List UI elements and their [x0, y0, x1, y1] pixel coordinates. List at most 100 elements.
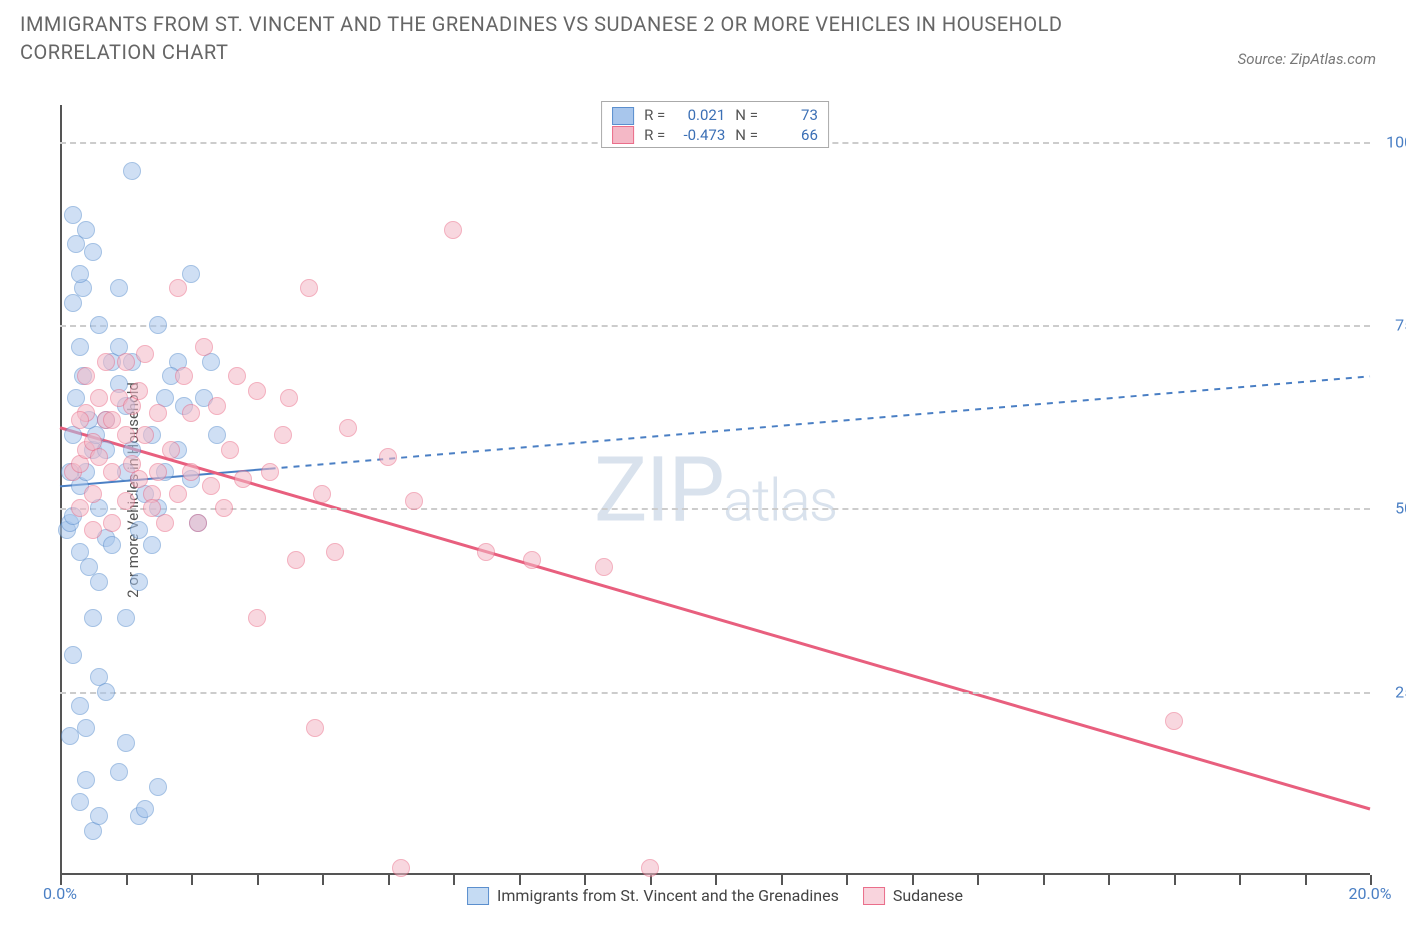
scatter-point — [221, 441, 239, 459]
scatter-point — [169, 485, 187, 503]
scatter-point — [84, 609, 102, 627]
stat-label: R = — [644, 126, 665, 146]
scatter-point — [77, 719, 95, 737]
watermark-big: ZIP — [594, 438, 723, 543]
scatter-point — [97, 353, 115, 371]
y-axis — [60, 105, 62, 875]
scatter-point — [117, 353, 135, 371]
scatter-point — [64, 294, 82, 312]
scatter-point — [280, 389, 298, 407]
x-tick — [1305, 875, 1307, 885]
scatter-point — [136, 426, 154, 444]
scatter-point — [64, 206, 82, 224]
legend-label: Sudanese — [893, 886, 963, 905]
y-tick-label: 25.0% — [1395, 682, 1406, 701]
x-tick — [257, 875, 259, 885]
stat-r-value: 0.021 — [675, 106, 725, 126]
scatter-point — [77, 367, 95, 385]
legend-swatch — [612, 126, 634, 144]
legend-swatch — [863, 887, 885, 905]
watermark-small: atlas — [723, 468, 836, 536]
scatter-point — [182, 265, 200, 283]
scatter-point — [143, 536, 161, 554]
scatter-point — [97, 683, 115, 701]
legend-stat-row: R = -0.473 N = 66 — [612, 126, 818, 146]
trend-lines-layer — [60, 105, 1370, 875]
x-tick — [519, 875, 521, 885]
scatter-point — [261, 463, 279, 481]
scatter-point — [248, 382, 266, 400]
scatter-point — [189, 514, 207, 532]
x-tick — [715, 875, 717, 885]
x-tick — [1043, 875, 1045, 885]
scatter-point — [84, 243, 102, 261]
scatter-point — [71, 265, 89, 283]
scatter-point — [149, 778, 167, 796]
source-attribution: Source: ZipAtlas.com — [1238, 50, 1376, 68]
scatter-point — [339, 419, 357, 437]
stat-n-value: 73 — [768, 106, 818, 126]
scatter-point — [71, 543, 89, 561]
x-tick — [1239, 875, 1241, 885]
scatter-point — [110, 763, 128, 781]
scatter-point — [90, 573, 108, 591]
scatter-point — [143, 499, 161, 517]
scatter-point — [103, 411, 121, 429]
scatter-point — [84, 485, 102, 503]
scatter-point — [110, 279, 128, 297]
scatter-point — [313, 485, 331, 503]
scatter-point — [117, 492, 135, 510]
stat-label: N = — [735, 126, 758, 146]
scatter-point — [61, 727, 79, 745]
scatter-point — [90, 448, 108, 466]
scatter-point — [136, 800, 154, 818]
legend-swatch — [612, 107, 634, 125]
scatter-point — [77, 771, 95, 789]
scatter-point — [306, 719, 324, 737]
y-tick-label: 100.0% — [1386, 132, 1406, 151]
scatter-point — [195, 338, 213, 356]
scatter-point — [641, 859, 659, 877]
x-tick — [191, 875, 193, 885]
stat-label: N = — [735, 106, 758, 126]
scatter-point — [64, 646, 82, 664]
scatter-point — [477, 543, 495, 561]
scatter-point — [182, 404, 200, 422]
scatter-point — [169, 279, 187, 297]
x-tick — [388, 875, 390, 885]
scatter-point — [117, 426, 135, 444]
y-tick-label: 75.0% — [1395, 316, 1406, 335]
scatter-point — [71, 499, 89, 517]
scatter-point — [595, 558, 613, 576]
grid-line — [60, 692, 1370, 694]
scatter-point — [234, 470, 252, 488]
scatter-point — [84, 521, 102, 539]
scatter-point — [117, 609, 135, 627]
scatter-point — [71, 793, 89, 811]
x-tick — [846, 875, 848, 885]
scatter-point — [103, 463, 121, 481]
y-tick-label: 50.0% — [1395, 499, 1406, 518]
stat-r-value: -0.473 — [675, 126, 725, 146]
stat-n-value: 66 — [768, 126, 818, 146]
x-tick-label-left: 0.0% — [43, 884, 77, 903]
x-tick — [781, 875, 783, 885]
scatter-point — [103, 536, 121, 554]
scatter-point — [182, 463, 200, 481]
stat-label: R = — [644, 106, 665, 126]
scatter-point — [208, 426, 226, 444]
scatter-point — [71, 697, 89, 715]
x-tick — [977, 875, 979, 885]
scatter-point — [392, 859, 410, 877]
scatter-point — [208, 397, 226, 415]
x-tick — [912, 875, 914, 885]
scatter-point — [274, 426, 292, 444]
scatter-point — [379, 448, 397, 466]
grid-line — [60, 325, 1370, 327]
legend-label: Immigrants from St. Vincent and the Gren… — [497, 886, 839, 905]
x-tick — [453, 875, 455, 885]
scatter-point — [523, 551, 541, 569]
scatter-point — [300, 279, 318, 297]
trend-line — [270, 376, 1370, 468]
scatter-point — [67, 235, 85, 253]
